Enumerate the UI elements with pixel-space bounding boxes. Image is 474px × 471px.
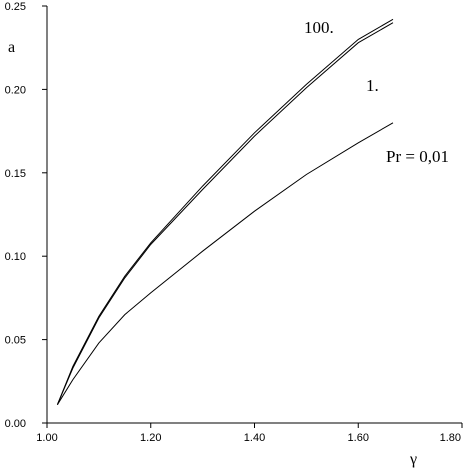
y-ticks: 0.00 0.05 0.10 0.15 0.20 0.25 (5, 1, 47, 430)
y-tick-label: 0.20 (5, 84, 26, 96)
y-axis-label: a (8, 39, 15, 56)
series-label-100: 100. (304, 18, 334, 37)
series-label-1: 1. (366, 76, 379, 95)
x-tick-label: 1.40 (244, 432, 265, 444)
x-tick-label: 1.60 (348, 432, 369, 444)
y-tick-label: 0.15 (5, 168, 26, 180)
y-tick-label: 0.05 (5, 335, 26, 347)
series-line-100 (56, 18, 394, 405)
series-group (56, 18, 394, 405)
x-tick-label: 1.20 (140, 432, 161, 444)
plot-area: 1.00 1.20 1.40 1.60 1.80 0.00 0.05 0.10 0.15 0.2… (5, 1, 463, 444)
series-label-pr-001: Pr = 0,01 (386, 147, 449, 166)
y-tick-label: 0.10 (5, 251, 26, 263)
x-tick-label: 1.00 (36, 432, 57, 444)
x-tick-label: 1.80 (440, 432, 461, 444)
x-axis-label: γ (409, 451, 417, 468)
y-tick-label: 0.25 (5, 1, 26, 13)
series-line-1 (56, 22, 394, 405)
series-line-pr-001 (56, 122, 394, 405)
y-tick-label: 0.00 (5, 418, 26, 430)
x-ticks: 1.00 1.20 1.40 1.60 1.80 (36, 423, 463, 444)
